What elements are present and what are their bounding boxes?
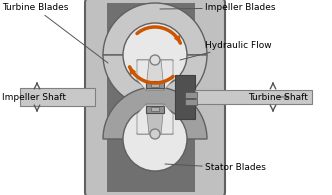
- Bar: [146, 81, 164, 88]
- Bar: [107, 3, 195, 192]
- Bar: [20, 88, 95, 106]
- Bar: [151, 83, 159, 87]
- Circle shape: [150, 129, 160, 139]
- Polygon shape: [137, 60, 149, 90]
- Bar: [146, 106, 164, 113]
- Text: Turbine Blades: Turbine Blades: [2, 4, 108, 63]
- Wedge shape: [103, 3, 207, 55]
- Bar: [185, 92, 197, 98]
- Bar: [185, 99, 197, 105]
- Text: Turbine Shaft: Turbine Shaft: [248, 92, 308, 102]
- Polygon shape: [161, 104, 173, 134]
- Text: Impeller Blades: Impeller Blades: [160, 4, 276, 12]
- Text: Hydraulic Flow: Hydraulic Flow: [180, 41, 272, 60]
- Circle shape: [150, 55, 160, 65]
- Bar: [195, 90, 312, 104]
- Circle shape: [123, 107, 187, 171]
- Circle shape: [123, 23, 187, 87]
- Polygon shape: [137, 60, 173, 90]
- FancyBboxPatch shape: [85, 0, 225, 195]
- Bar: [175, 75, 195, 119]
- Text: Stator Blades: Stator Blades: [165, 163, 266, 173]
- Polygon shape: [137, 104, 149, 134]
- Wedge shape: [103, 55, 207, 107]
- Bar: [151, 107, 159, 111]
- Polygon shape: [137, 104, 173, 134]
- Wedge shape: [103, 87, 207, 139]
- Polygon shape: [161, 60, 173, 90]
- Text: Impeller Shaft: Impeller Shaft: [2, 92, 66, 102]
